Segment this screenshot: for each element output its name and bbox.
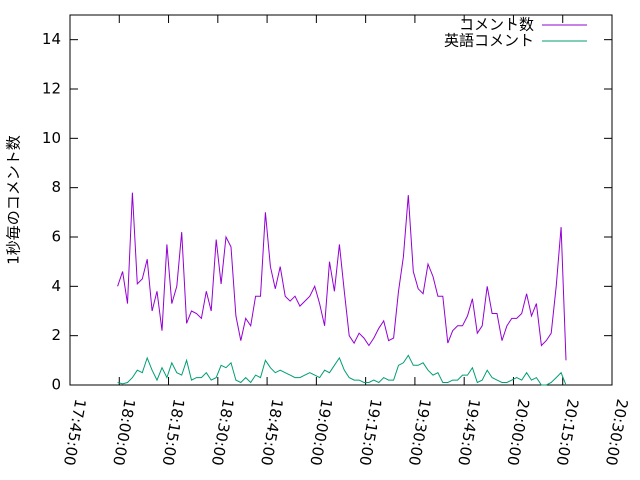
- x-tick-label: 19:00:00: [306, 398, 335, 467]
- y-tick-label: 8: [51, 178, 61, 196]
- x-tick-label: 19:30:00: [405, 398, 434, 467]
- y-tick-label: 0: [51, 376, 61, 394]
- y-tick-label: 12: [42, 80, 61, 98]
- y-tick-label: 2: [51, 326, 61, 344]
- y-axis-label: 1秒毎のコメント数: [5, 135, 23, 265]
- plot-frame: [69, 14, 613, 386]
- x-tick-label: 20:00:00: [503, 398, 532, 467]
- x-tick-label: 18:45:00: [257, 398, 286, 467]
- x-tick-label: 18:15:00: [158, 398, 187, 467]
- x-tick-label: 18:00:00: [109, 398, 138, 467]
- x-tick-label: 20:15:00: [553, 398, 582, 467]
- x-tick-label: 20:30:00: [602, 398, 631, 467]
- x-tick-label: 19:45:00: [454, 398, 483, 467]
- legend-label: コメント数: [459, 16, 534, 34]
- y-tick-label: 10: [42, 129, 61, 147]
- x-tick-label: 18:30:00: [208, 398, 237, 467]
- data-line: [117, 354, 567, 386]
- x-tick-label: 17:45:00: [60, 398, 89, 467]
- data-line: [117, 192, 567, 361]
- y-tick-label: 4: [51, 277, 61, 295]
- legend-label: 英語コメント: [444, 32, 534, 50]
- x-tick-label: 19:15:00: [356, 398, 385, 467]
- y-tick-label: 6: [51, 228, 61, 246]
- y-tick-label: 14: [42, 30, 61, 48]
